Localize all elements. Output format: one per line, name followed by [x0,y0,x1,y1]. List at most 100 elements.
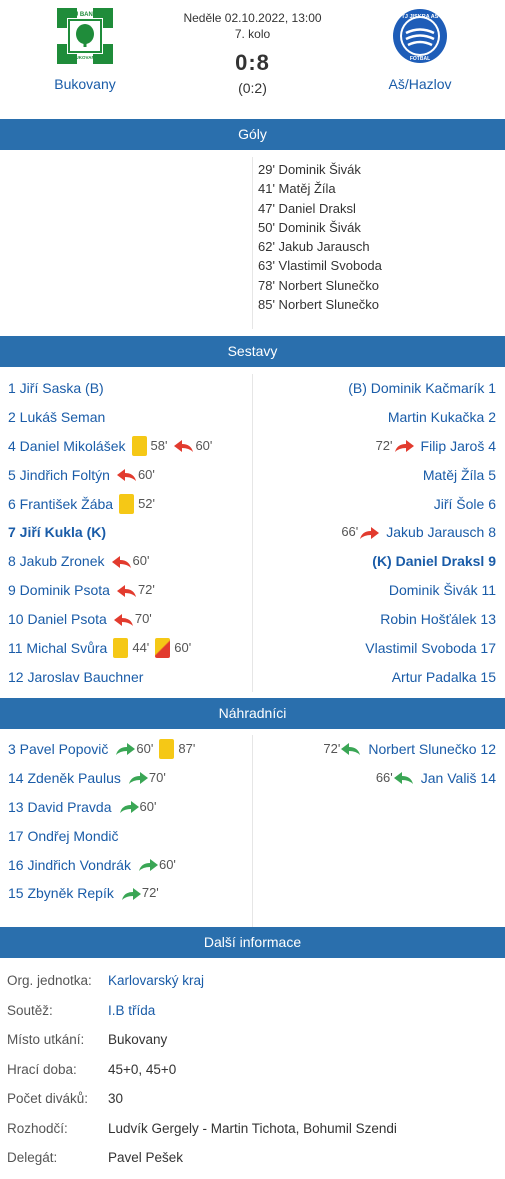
player-name[interactable]: 2 Lukáš Seman [8,408,106,425]
info-label: Soutěž: [7,1002,53,1018]
player-row: Matěj Žíla 5 [253,461,496,490]
home-substitutes-list: 3 Pavel Popovič 60' 87' 14 Zdeněk Paulus 70'… [0,735,253,927]
substitution-in-icon [119,801,139,814]
home-team-name[interactable]: Bukovany [54,76,116,92]
player-name[interactable]: Norbert Slunečko 12 [368,741,496,757]
player-name[interactable]: 7 Jiří Kukla (K) [8,524,107,541]
info-value: Bukovany [108,1032,168,1047]
player-name[interactable]: 11 Michal Svůra [8,640,108,657]
player-row: Robin Hošťálek 13 [253,605,496,634]
info-label: Org. jednotka: [7,973,92,988]
event-redyellow: 60' [155,634,191,663]
player-row: 66' Jakub Jarausch 8 [253,518,496,547]
yellow-card-icon [159,739,175,760]
info-row: Soutěž: I.B třída [7,996,505,1026]
player-name[interactable]: (K) Daniel Draksl 9 [372,553,496,570]
player-name[interactable]: 15 Zbyněk Repík [8,885,114,902]
info-row: Rozhodčí: Ludvík Gergely - Martin Tichota… [7,1114,505,1144]
away-substitutes-list: 72' Norbert Slunečko 12 66' Jan Vališ 14 [253,735,505,927]
event-out: 72' [116,576,155,605]
player-row: 17 Ondřej Mondič [8,822,252,851]
player-name[interactable]: 1 Jiří Saska (B) [8,380,104,396]
player-name[interactable]: 8 Jakub Zronek [8,553,105,570]
goal-entry: 85' Norbert Slunečko [258,297,379,313]
player-name[interactable]: 12 Jaroslav Bauchner [8,668,144,685]
player-name[interactable]: 5 Jindřich Foltýn [8,466,110,483]
player-name[interactable]: 6 František Žába [8,495,114,512]
player-row: 72' Norbert Slunečko 12 [253,735,496,764]
event-minute: 60' [137,466,155,482]
player-name[interactable]: Robin Hošťálek 13 [380,611,496,628]
home-team-logo[interactable]: TJ BANÍK BUKOVANY [55,6,115,66]
substitution-out-icon [174,440,194,453]
yellow-card-icon [119,494,135,515]
player-row: 11 Michal Svůra 44' 60' [8,634,252,663]
player-name[interactable]: 3 Pavel Popovič [8,741,109,757]
player-name[interactable]: Dominik Šivák 11 [388,582,496,599]
player-name[interactable]: 17 Ondřej Mondič [8,827,119,844]
away-team-name[interactable]: Aš/Hazlov [388,76,452,92]
player-name[interactable]: Vlastimil Svoboda 17 [365,640,496,657]
svg-text:TJ BANÍK: TJ BANÍK [71,10,99,18]
match-header: TJ BANÍK BUKOVANY Bukovany Neděle 02.10.… [0,0,505,119]
player-row: 8 Jakub Zronek 60' [8,547,252,576]
player-row: Dominik Šivák 11 [253,576,496,605]
player-name[interactable]: Filip Jaroš 4 [420,437,496,454]
yellow-card-icon [131,436,147,457]
substitution-out-icon [113,613,133,626]
event-out: 60' [116,461,155,490]
player-row: 2 Lukáš Seman [8,403,252,432]
event-yellow: 87' [159,735,195,764]
player-name[interactable]: Matěj Žíla 5 [422,466,496,483]
player-name[interactable]: (B) Dominik Kačmarík 1 [348,380,496,396]
substitution-in-icon [121,887,141,900]
info-value: 30 [108,1091,124,1106]
substitution-out-icon [360,526,380,539]
player-row: Vlastimil Svoboda 17 [253,634,496,663]
player-name[interactable]: Jiří Šole 6 [433,495,496,512]
away-team-logo[interactable]: TJ JISKRA AŠ FOTBAL [390,6,450,66]
event-minute: 72' [323,741,341,756]
yellow-card-icon [113,638,129,659]
player-row: Jiří Šole 6 [253,490,496,519]
info-value: Ludvík Gergely - Martin Tichota, Bohumil… [108,1120,397,1136]
event-minute: 60' [132,553,150,569]
player-name[interactable]: 10 Daniel Psota [8,611,107,628]
player-row: Artur Padalka 15 [253,663,496,692]
player-name[interactable]: 13 David Pravda [8,798,112,815]
info-label: Delegát: [7,1150,58,1165]
info-value[interactable]: I.B třída [108,1002,156,1018]
player-row: 13 David Pravda 60' [8,793,252,822]
player-name[interactable]: Martin Kukačka 2 [387,408,496,425]
event-in: 60' [114,735,153,764]
player-row: 15 Zbyněk Repík 72' [8,879,252,908]
goal-entry: 41' Matěj Žíla [258,181,336,197]
event-minute: 52' [138,495,156,511]
section-substitutes-header: Náhradníci [0,698,505,729]
substitution-in-icon [116,743,136,756]
substitution-in-icon [341,743,361,756]
home-team[interactable]: TJ BANÍK BUKOVANY Bukovany [0,0,170,92]
svg-text:BUKOVANY: BUKOVANY [72,55,97,60]
event-minute: 72' [375,437,393,453]
info-label: Počet diváků: [7,1091,89,1106]
player-name[interactable]: 9 Dominik Psota [8,582,110,599]
red-yellow-card-icon [155,638,171,659]
info-row: Místo utkání: Bukovany [7,1025,505,1055]
player-row: 5 Jindřich Foltýn 60' [8,461,252,490]
player-name[interactable]: Jakub Jarausch 8 [386,524,496,541]
info-value[interactable]: Karlovarský kraj [108,973,205,988]
player-row: 3 Pavel Popovič 60' 87' [8,735,252,764]
away-lineup-list: (B) Dominik Kačmarík 1 Martin Kukačka 2 72… [253,374,505,692]
away-team[interactable]: TJ JISKRA AŠ FOTBAL Aš/Hazlov [335,0,505,92]
player-name[interactable]: 16 Jindřich Vondrák [8,856,131,873]
player-name[interactable]: 4 Daniel Mikolášek [8,437,126,454]
event-in: 70' [127,764,166,793]
info-value: 45+0, 45+0 [108,1061,177,1077]
svg-text:TJ JISKRA AŠ: TJ JISKRA AŠ [402,12,439,20]
player-name[interactable]: Jan Vališ 14 [420,769,496,786]
player-name[interactable]: Artur Padalka 15 [391,668,496,685]
player-name[interactable]: 14 Zdeněk Paulus [8,769,121,786]
substitution-out-icon [394,440,414,453]
info-label: Rozhodčí: [7,1120,68,1136]
